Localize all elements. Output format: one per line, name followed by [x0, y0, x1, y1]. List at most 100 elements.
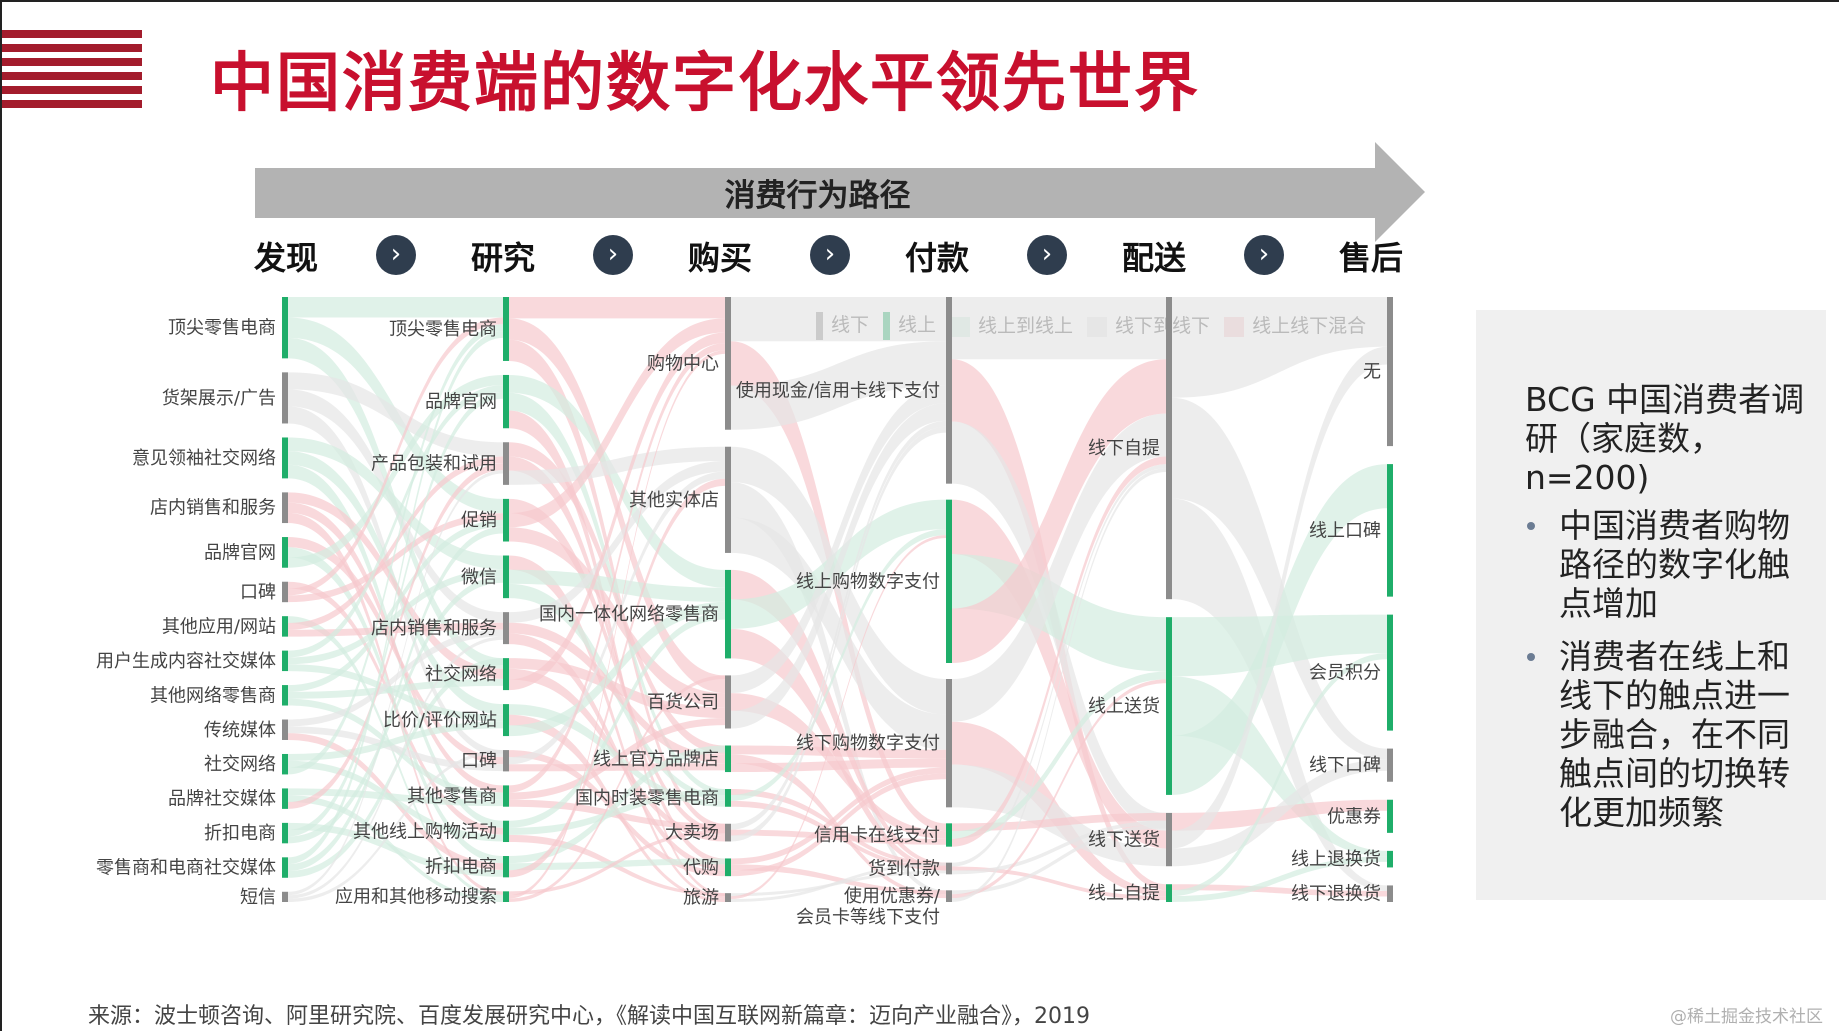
sankey-node — [282, 372, 288, 424]
sankey-node — [1387, 297, 1393, 447]
sankey-link — [1172, 653, 1387, 897]
sankey-link — [288, 664, 503, 722]
sankey-node-label: 其他实体店 — [629, 490, 719, 511]
sankey-link — [1172, 346, 1387, 849]
sankey-node-label: 顶尖零售电商 — [389, 319, 497, 340]
sankey-link — [509, 612, 725, 828]
sankey-link — [952, 413, 1166, 722]
sankey-link — [731, 789, 946, 867]
bullet-dot-icon — [1527, 653, 1535, 661]
sankey-node-label: 社交网络 — [204, 754, 276, 775]
sankey-node — [503, 498, 509, 542]
sankey-node — [282, 616, 288, 637]
sankey-link — [509, 478, 725, 878]
sankey-node — [1166, 812, 1172, 867]
sankey-links — [288, 297, 1387, 902]
sankey-node-label: 顶尖零售电商 — [168, 318, 276, 339]
sankey-link — [952, 456, 1166, 847]
sankey-link — [509, 745, 725, 864]
sankey-link — [509, 343, 725, 793]
sankey-link — [1172, 397, 1387, 760]
sankey-node — [725, 569, 731, 659]
sankey-link — [731, 745, 946, 759]
sankey-node — [282, 822, 288, 844]
sankey-link — [288, 513, 503, 603]
sankey-node-label: 微信 — [461, 567, 497, 588]
sankey-node — [503, 658, 509, 691]
sankey-link — [952, 359, 1166, 663]
sankey-node — [1166, 884, 1172, 902]
sankey-node — [1387, 614, 1393, 731]
sankey-link — [288, 317, 503, 596]
sankey-link — [952, 468, 1166, 902]
sankey-link — [509, 456, 725, 865]
sankey-node-label: 线下送货 — [1088, 830, 1160, 851]
watermark: @稀土掘金技术社区 — [1670, 1007, 1823, 1027]
sankey-link — [509, 297, 725, 319]
chevron-right-icon: › — [593, 235, 633, 275]
sankey-link — [288, 721, 503, 761]
panel-bullets: 中国消费者购物路径的数字化触点增加 消费者在线上和线下的触点进一步融合，在不同触… — [1525, 506, 1815, 846]
sankey-node-label: 线下自提 — [1088, 438, 1160, 459]
sankey-node-label: 会员卡等线下支付 — [796, 907, 940, 928]
left-border — [0, 0, 2, 1031]
arrow-label: 消费行为路径 — [724, 178, 911, 214]
sankey-link — [509, 410, 725, 897]
sankey-node-label: 线上购物数字支付 — [796, 571, 940, 592]
stage-5: 配送 — [1121, 239, 1187, 277]
sankey-node — [1387, 464, 1393, 597]
sankey-link — [731, 535, 946, 900]
sankey-link — [952, 671, 1166, 839]
sankey-node-label: 用户生成内容社交媒体 — [96, 651, 276, 672]
sankey-node-label: 购物中心 — [647, 353, 719, 374]
sankey-node — [725, 675, 731, 729]
sankey-node — [503, 785, 509, 807]
sankey-node — [282, 581, 288, 603]
sankey-link — [509, 675, 725, 902]
sankey-link — [731, 529, 946, 801]
sankey-link — [288, 519, 503, 692]
sankey-node — [946, 679, 952, 808]
sankey-link — [952, 824, 1166, 895]
sankey-link — [952, 764, 1166, 867]
sankey-link — [509, 601, 725, 737]
sankey-link — [731, 426, 946, 842]
sankey-node-label: 品牌官网 — [425, 392, 497, 413]
stage-2: 研究 — [470, 239, 536, 277]
stage-3: 购买 — [687, 239, 753, 277]
sankey-link — [288, 437, 503, 570]
sankey-link — [509, 374, 725, 588]
sankey-node — [282, 297, 288, 359]
sankey-node — [1387, 885, 1393, 902]
sankey-node-label: 折扣电商 — [425, 857, 497, 878]
chevron-right-icon: › — [1244, 235, 1284, 275]
sankey-node-label: 国内一体化网络零售商 — [539, 604, 719, 625]
sankey-link — [288, 374, 503, 568]
sankey-link — [288, 575, 503, 844]
sankey-link — [288, 616, 503, 899]
sankey-diagram: 顶尖零售电商货架展示/广告意见领袖社交网络店内销售和服务品牌官网口碑其他应用/网… — [96, 297, 1393, 928]
sankey-link — [288, 492, 503, 680]
sankey-node — [503, 820, 509, 843]
sankey-link — [288, 324, 503, 775]
sankey-node — [725, 893, 731, 902]
sankey-link — [731, 341, 946, 430]
sankey-node — [282, 537, 288, 568]
sankey-link — [288, 822, 503, 877]
sankey-node — [282, 437, 288, 479]
sankey-node-label: 比价/评价网站 — [383, 710, 497, 731]
sankey-link — [731, 862, 946, 902]
process-arrow — [255, 142, 1425, 242]
sankey-node — [503, 750, 509, 772]
sankey-link — [509, 714, 725, 902]
sankey-link — [731, 297, 946, 342]
sankey-node-label: 社交网络 — [425, 664, 497, 685]
chevron-right-icon: › — [810, 235, 850, 275]
sankey-node-label: 代购 — [683, 857, 719, 878]
sankey-node-label: 其他线上购物活动 — [353, 821, 497, 842]
sankey-node — [282, 857, 288, 878]
sankey-node — [725, 745, 731, 773]
sankey-node — [946, 823, 952, 847]
sankey-node-label: 线下口碑 — [1309, 755, 1381, 776]
sankey-link — [288, 760, 503, 842]
